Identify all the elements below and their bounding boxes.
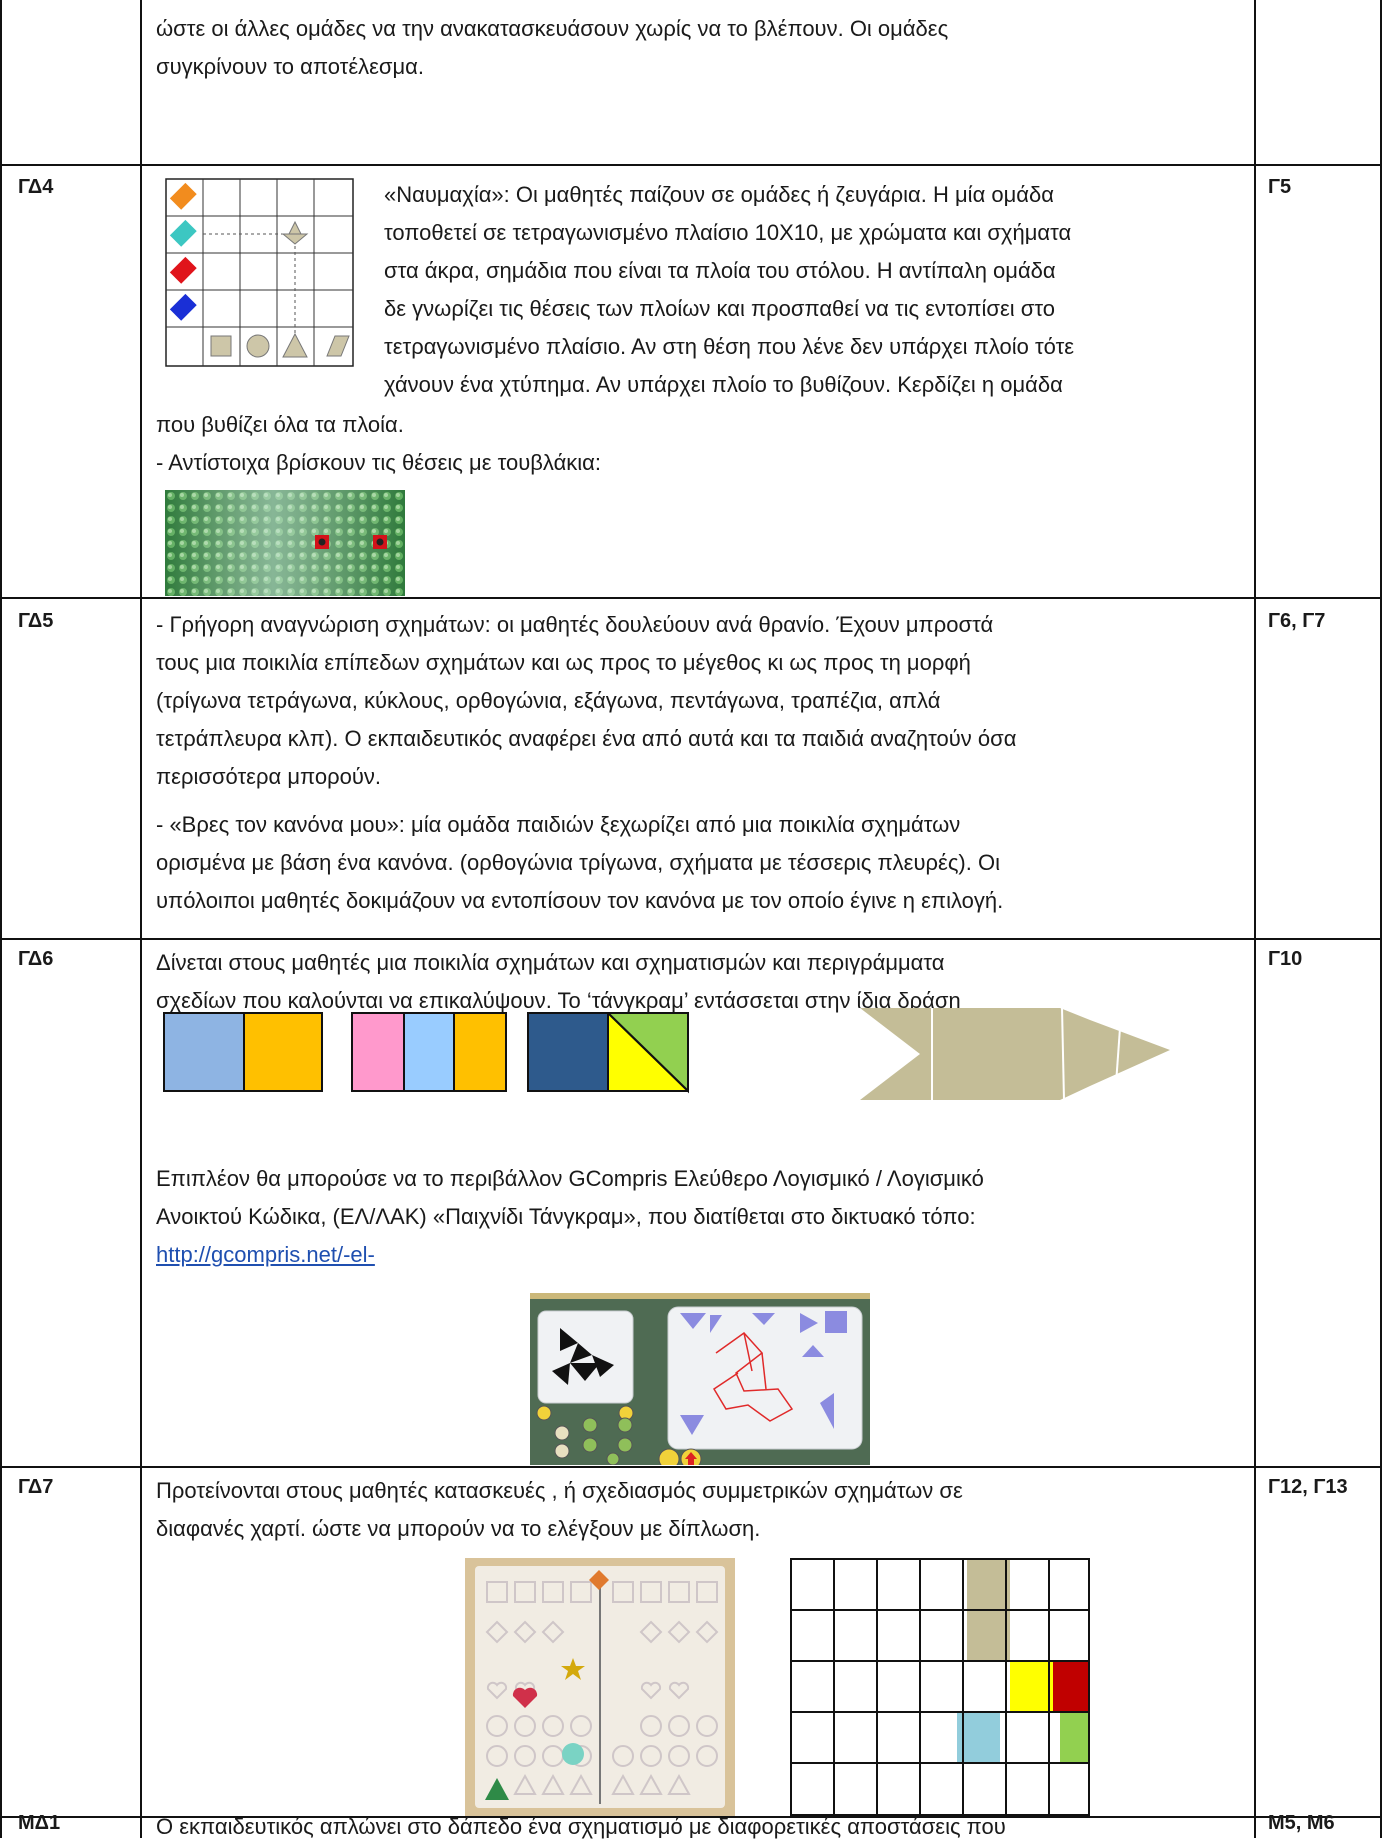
table-divider-2 <box>1254 0 1256 1838</box>
text-line: Ανοικτού Κώδικα, (ΕΛ/ΛΑΚ) «Παιχνίδι Τάνγ… <box>156 1204 976 1229</box>
text-line: τους μια ποικιλία επίπεδων σχημάτων και … <box>156 650 971 675</box>
gcompris-link[interactable]: http://gcompris.net/-el- <box>156 1242 375 1267</box>
table-border-left <box>0 0 2 1838</box>
row-text: Προτείνονται στους μαθητές κατασκευές , … <box>156 1472 1246 1548</box>
activity-code: ΓΔ7 <box>18 1476 54 1498</box>
text-line: (τρίγωνα τετράγωνα, κύκλους, ορθογώνια, … <box>156 688 941 713</box>
text-line: Επιπλέον θα μπορούσε να το περιβάλλον GC… <box>156 1166 984 1191</box>
activity-code: ΓΔ6 <box>18 948 54 970</box>
text-line: που βυθίζει όλα τα πλοία. <box>156 412 404 437</box>
row-text: - Γρήγορη αναγνώριση σχημάτων: οι μαθητέ… <box>156 606 1246 796</box>
row-text: «Ναυμαχία»: Οι μαθητές παίζουν σε ομάδες… <box>384 176 1246 404</box>
row-separator <box>0 1816 1382 1818</box>
lego-baseplate-photo <box>165 490 405 596</box>
text-line: σχεδίων που καλούνται να επικαλύψουν. Το… <box>156 988 961 1013</box>
symmetry-grid-figure <box>790 1558 1090 1816</box>
row-separator <box>0 938 1382 940</box>
text-line: Προτείνονται στους μαθητές κατασκευές , … <box>156 1478 963 1503</box>
goal-reference: Γ6, Γ7 <box>1268 610 1326 632</box>
text-line: - Γρήγορη αναγνώριση σχημάτων: οι μαθητέ… <box>156 612 994 637</box>
text-line: δε γνωρίζει τις θέσεις των πλοίων και πρ… <box>384 296 1055 321</box>
table-divider-1 <box>140 0 142 1838</box>
text-line: τοποθετεί σε τετραγωνισμένο πλαίσιο 10Χ1… <box>384 220 1072 245</box>
activity-code: ΓΔ4 <box>18 176 54 198</box>
row-text: Επιπλέον θα μπορούσε να το περιβάλλον GC… <box>156 1160 1246 1274</box>
goal-reference: Μ5, Μ6 <box>1268 1812 1335 1834</box>
row-separator <box>0 164 1382 166</box>
table-border-right <box>1380 0 1382 1838</box>
text-line: τετραγωνισμένο πλαίσιο. Αν στη θέση που … <box>384 334 1075 359</box>
text-line: στα άκρα, σημάδια που είναι τα πλοία του… <box>384 258 1056 283</box>
text-line: ώστε οι άλλες ομάδες να την ανακατασκευά… <box>156 16 949 41</box>
symmetry-tracing-photo <box>465 1558 735 1816</box>
tangram-shapes-figure <box>163 1008 1170 1101</box>
text-line: διαφανές χαρτί. ώστε να μπορούν να το ελ… <box>156 1516 761 1541</box>
row-text: ώστε οι άλλες ομάδες να την ανακατασκευά… <box>156 10 1246 86</box>
text-line: τετράπλευρα κλπ). Ο εκπαιδευτικός αναφέρ… <box>156 726 1017 751</box>
row-text: - «Βρες τον κανόνα μου»: μία ομάδα παιδι… <box>156 806 1246 920</box>
row-text: Ο εκπαιδευτικός απλώνει στο δάπεδο ένα σ… <box>156 1808 1246 1846</box>
text-line: συγκρίνουν το αποτέλεσμα. <box>156 54 425 79</box>
text-line: Δίνεται στους μαθητές μια ποικιλία σχημά… <box>156 950 945 975</box>
text-line: «Ναυμαχία»: Οι μαθητές παίζουν σε ομάδες… <box>384 182 1054 207</box>
goal-reference: Γ10 <box>1268 948 1303 970</box>
text-line: χάνουν ένα χτύπημα. Αν υπάρχει πλοίο το … <box>384 372 1063 397</box>
row-separator <box>0 1466 1382 1468</box>
row-separator <box>0 597 1382 599</box>
text-line: ορισμένα με βάση ένα κανόνα. (ορθογώνια … <box>156 850 1000 875</box>
row-text: Δίνεται στους μαθητές μια ποικιλία σχημά… <box>156 944 1246 1020</box>
activity-code: ΓΔ5 <box>18 610 54 632</box>
text-line: υπόλοιποι μαθητές δοκιμάζουν να εντοπίσο… <box>156 888 1004 913</box>
battleship-grid-figure <box>165 178 354 367</box>
text-line: περισσότερα μπορούν. <box>156 764 381 789</box>
gcompris-tangram-screenshot <box>530 1293 870 1465</box>
activity-code: ΜΔ1 <box>18 1812 61 1834</box>
text-line: Ο εκπαιδευτικός απλώνει στο δάπεδο ένα σ… <box>156 1814 1006 1839</box>
goal-reference: Γ12, Γ13 <box>1268 1476 1348 1498</box>
goal-reference: Γ5 <box>1268 176 1292 198</box>
row-text: που βυθίζει όλα τα πλοία. - Αντίστοιχα β… <box>156 406 1246 482</box>
text-line: - Αντίστοιχα βρίσκουν τις θέσεις με τουβ… <box>156 450 602 475</box>
text-line: - «Βρες τον κανόνα μου»: μία ομάδα παιδι… <box>156 812 961 837</box>
